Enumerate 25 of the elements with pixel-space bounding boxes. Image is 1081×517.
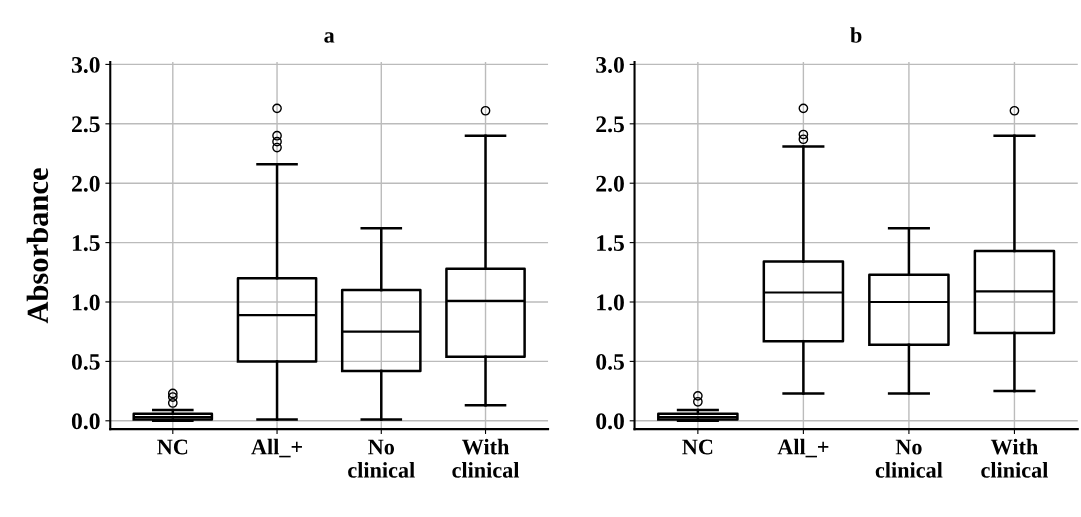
- y-tick-label: 1.0: [597, 294, 624, 311]
- chart-title: a: [324, 32, 335, 43]
- y-tick-label: 0.0: [596, 413, 624, 430]
- y-tick-label: 1.5: [597, 235, 624, 252]
- x-tick-label: With clinical: [981, 438, 1049, 478]
- y-tick-label: 0.5: [71, 353, 100, 370]
- y-tick-label: 2.0: [72, 175, 100, 192]
- x-tick-label: No clinical: [348, 439, 415, 478]
- y-tick-label: 2.0: [596, 175, 624, 192]
- x-tick-label: All_+: [777, 438, 829, 458]
- y-tick-label: 0.5: [596, 353, 624, 370]
- y-tick-label: 1.5: [72, 235, 100, 252]
- y-axis-title: Absorbance: [26, 168, 49, 324]
- y-tick-label: 2.5: [596, 116, 624, 133]
- y-tick-label: 1.0: [72, 294, 100, 311]
- chart-title: b: [850, 27, 862, 43]
- x-tick-label: With clinical: [452, 438, 520, 478]
- x-tick-label: NC: [682, 439, 713, 455]
- y-tick-label: 2.5: [72, 116, 100, 133]
- x-tick-label: NC: [157, 439, 188, 455]
- y-tick-label: 3.0: [71, 56, 100, 73]
- y-tick-label: 0.0: [71, 413, 100, 430]
- x-tick-label: No clinical: [875, 439, 943, 478]
- x-tick-label: All_+: [251, 438, 302, 458]
- y-tick-label: 3.0: [596, 56, 624, 73]
